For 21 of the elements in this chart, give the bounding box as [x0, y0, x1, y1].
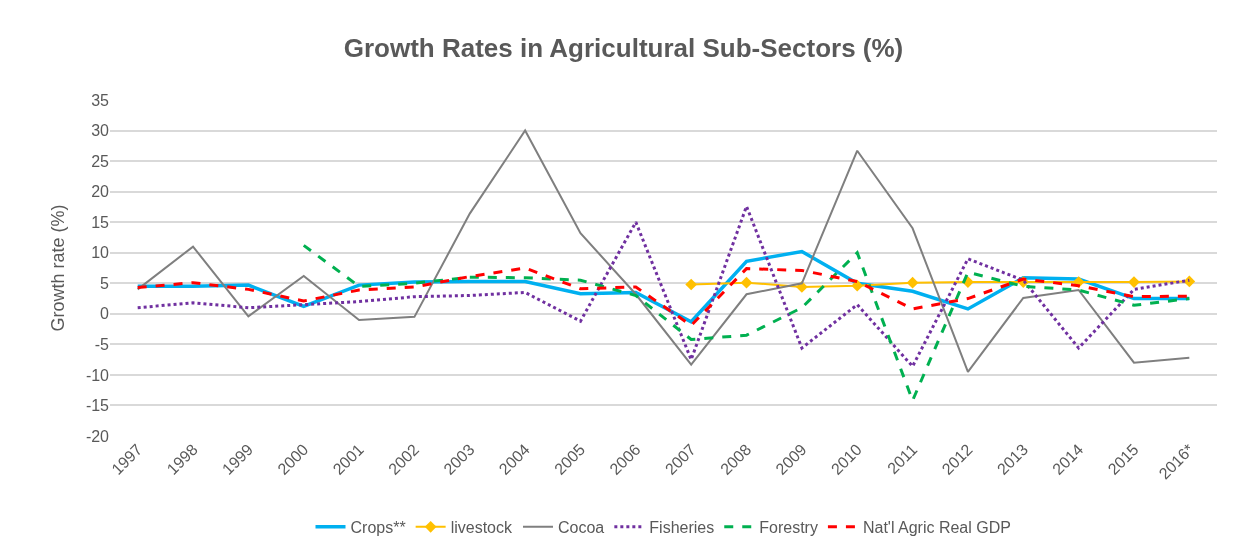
y-tick-label: 0 — [100, 305, 110, 323]
chart-title: Growth Rates in Agricultural Sub-Sectors (%) — [343, 33, 904, 64]
y-tick-label: 10 — [91, 244, 110, 262]
y-axis-title: Growth rate (%) — [48, 204, 68, 332]
legend-label: Forestry — [759, 519, 818, 537]
y-tick-label: -20 — [85, 427, 110, 445]
y-tick-label: 5 — [100, 274, 110, 292]
legend-label: Fisheries — [649, 519, 715, 537]
legend-label: livestock — [450, 519, 513, 537]
y-tick-label: -5 — [94, 335, 110, 353]
y-tick-label: 20 — [91, 183, 110, 201]
legend-label: Cocoa — [557, 519, 605, 537]
y-tick-label: 30 — [91, 122, 110, 140]
legend-label: Nat'l Agric Real GDP — [862, 519, 1011, 537]
y-tick-label: 25 — [91, 152, 110, 170]
y-tick-label: 35 — [91, 91, 110, 109]
line-series — [136, 129, 1191, 373]
y-tick-label: -10 — [85, 366, 110, 384]
legend-label: Crops** — [350, 519, 406, 537]
y-tick-label: -15 — [85, 397, 110, 415]
y-tick-label: 15 — [91, 213, 110, 231]
